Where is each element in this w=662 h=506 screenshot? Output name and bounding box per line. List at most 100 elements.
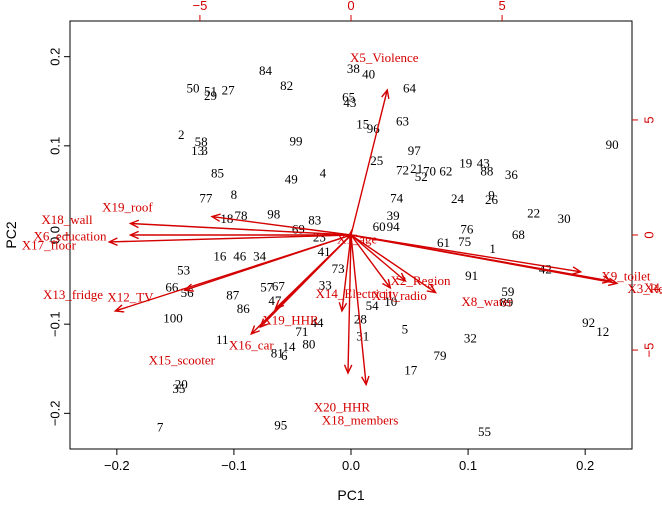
loading-vector (274, 234, 352, 310)
loading-vector (184, 234, 352, 291)
observation-label: 24 (451, 191, 465, 206)
observation-label: 68 (512, 227, 525, 242)
loading-label: X5_Violence (350, 50, 419, 65)
observation-label: 91 (465, 268, 478, 283)
observation-label: 79 (433, 348, 446, 363)
loading-arrowhead (343, 364, 353, 375)
observation-label: 64 (403, 81, 417, 96)
observation-label: 55 (478, 424, 491, 439)
observation-label: 76 (460, 222, 474, 237)
observation-label: 15 (356, 116, 369, 131)
observation-label: 4 (320, 165, 327, 180)
observation-label: 6 (281, 348, 288, 363)
observation-label: 54 (366, 298, 380, 313)
observation-label: 82 (280, 78, 293, 93)
observation-label: 26 (485, 192, 499, 207)
observation-label: 44 (311, 315, 325, 330)
observation-label: 61 (437, 235, 450, 250)
observation-label: 90 (606, 137, 619, 152)
loading-label: X18_members (322, 412, 399, 427)
observation-label: 20 (175, 377, 188, 392)
y-axis-label: PC2 (3, 221, 19, 248)
observation-label: 51 (204, 83, 217, 98)
loading-vector (341, 234, 352, 312)
loading-arrowhead (128, 230, 139, 240)
loading-label: X13_fridge (43, 287, 103, 302)
observation-label: 39 (387, 208, 400, 223)
loading-arrowhead (601, 275, 613, 284)
observation-label: 53 (177, 263, 190, 278)
observation-label: 70 (423, 164, 436, 179)
x-tick-label: 0.0 (342, 458, 360, 473)
observation-label: 21 (410, 161, 423, 176)
loading-vector (347, 234, 352, 374)
observation-label: 29 (204, 88, 217, 103)
x-tick-label: −0.1 (221, 458, 247, 473)
observation-label: 5 (402, 321, 409, 336)
observation-label: 43 (343, 95, 356, 110)
loading-arrowhead (607, 277, 619, 287)
observation-label: 8 (231, 187, 238, 202)
observation-label: 36 (505, 167, 519, 182)
loading-label: X15_scooter (149, 353, 216, 368)
loading-arrowhead (274, 300, 285, 310)
right-loading-tick-label: −5 (641, 343, 656, 358)
observation-label: 97 (408, 143, 422, 158)
observation-label: 31 (356, 329, 369, 344)
observation-label: 10 (384, 294, 397, 309)
loading-arrowhead (210, 213, 221, 222)
observation-label: 71 (295, 324, 308, 339)
x-tick-label: 0.2 (576, 458, 594, 473)
loading-label: X6_education (34, 228, 107, 243)
observation-label: 88 (480, 164, 493, 179)
loading-vector (109, 234, 352, 243)
observation-label: 89 (500, 295, 513, 310)
loading-arrowhead (107, 237, 118, 246)
observation-label: 41 (318, 244, 331, 259)
loading-arrowhead (381, 88, 390, 100)
observation-label: 16 (213, 248, 227, 263)
observation-label: 43 (477, 156, 490, 171)
observation-label: 40 (362, 66, 375, 81)
observation-label: 47 (268, 293, 282, 308)
observation-label: 9 (488, 188, 495, 203)
observation-label: 87 (226, 288, 240, 303)
observation-label: 49 (285, 172, 298, 187)
top-loading-tick-label: 0 (347, 0, 354, 13)
observation-label: 13 (191, 143, 204, 158)
loading-arrowhead (382, 278, 392, 290)
loading-arrowhead (128, 219, 140, 229)
y-tick-label: −0.2 (47, 400, 62, 426)
loading-label: X3_Residence (627, 281, 662, 296)
loading-arrowhead (571, 266, 583, 275)
loading-arrowhead (338, 302, 348, 313)
observation-label: 22 (527, 205, 540, 220)
observation-label: 32 (464, 330, 477, 345)
loading-vector (130, 222, 352, 236)
y-tick-label: 0.0 (47, 226, 62, 244)
observation-label: 80 (302, 337, 315, 352)
observation-label: 19 (459, 156, 472, 171)
observation-label: 63 (396, 114, 409, 129)
observation-label: 1 (489, 241, 496, 256)
observation-label: 60 (373, 219, 386, 234)
right-loading-tick-label: 5 (641, 116, 656, 123)
observation-label: 99 (289, 133, 302, 148)
observation-label: 86 (237, 301, 251, 316)
x-tick-label: 0.1 (459, 458, 477, 473)
observation-label: 98 (267, 206, 280, 221)
loading-vector (350, 234, 436, 294)
loading-arrowhead (113, 304, 125, 313)
x-tick-label: −0.2 (104, 458, 130, 473)
observation-label: 34 (253, 248, 267, 263)
y-tick-label: 0.2 (47, 48, 62, 66)
loading-arrowhead (396, 272, 407, 283)
observation-label: 59 (501, 284, 514, 299)
top-loading-tick-label: 5 (498, 0, 505, 13)
observation-label: 85 (211, 165, 224, 180)
observation-label: 83 (308, 213, 321, 228)
loading-label: X18_wall (41, 212, 93, 227)
observation-label: 27 (222, 82, 236, 97)
observation-label: 58 (195, 134, 208, 149)
